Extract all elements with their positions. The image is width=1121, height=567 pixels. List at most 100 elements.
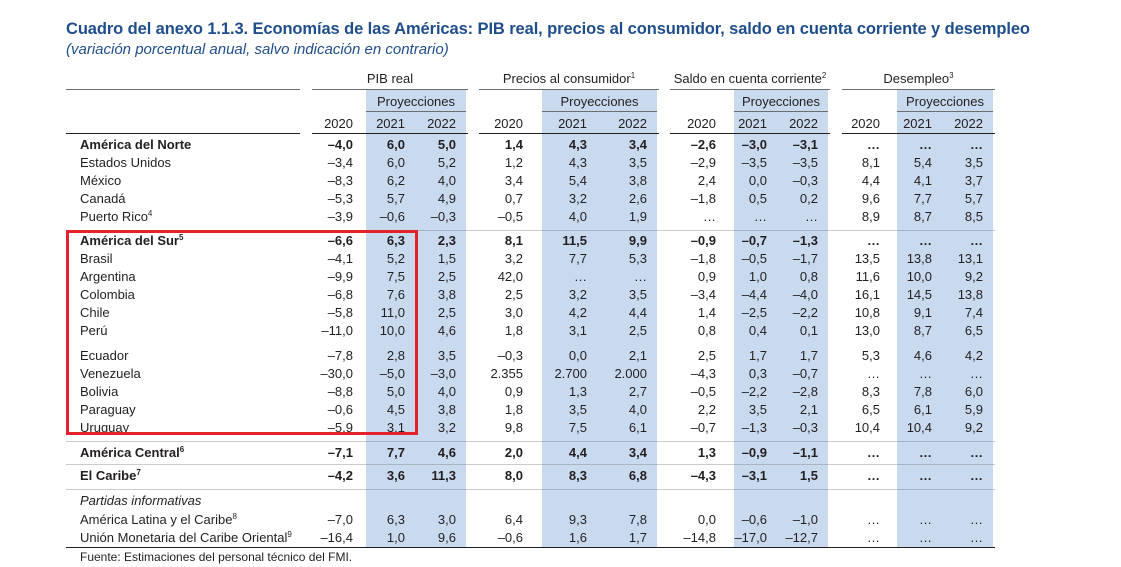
table-cell: …: [805, 209, 818, 224]
table-cell: 2,3: [437, 233, 456, 248]
table-cell: 11,0: [380, 305, 405, 320]
table-cell: –0,6: [379, 209, 405, 224]
table-cell: 3,4: [504, 173, 523, 188]
table-cell: 2,5: [437, 305, 456, 320]
table-cell: 3,5: [964, 155, 983, 170]
table-title: Cuadro del anexo 1.1.3. Economías de las…: [66, 20, 1030, 38]
table-cell: 1,3: [568, 384, 587, 399]
group-rule: [670, 89, 830, 90]
table-cell: –0,9: [741, 445, 767, 460]
table-cell: –2,6: [690, 137, 716, 152]
table-cell: 11,5: [562, 233, 587, 248]
table-cell: –4,2: [327, 468, 353, 483]
proyecciones-rule: [542, 111, 657, 112]
table-cell: –9,9: [327, 269, 353, 284]
table-cell: 1,6: [568, 530, 587, 545]
table-cell: 8,7: [913, 209, 932, 224]
table-cell: 1,3: [697, 445, 716, 460]
year-header: 2020: [851, 116, 880, 131]
table-cell: 0,8: [697, 323, 716, 338]
table-cell: …: [919, 366, 932, 381]
table-cell: 6,0: [964, 384, 983, 399]
year-header: 2022: [427, 116, 456, 131]
table-cell: 2,5: [504, 287, 523, 302]
proyecciones-rule: [734, 111, 828, 112]
table-cell: 0,4: [748, 323, 767, 338]
table-cell: 2,0: [504, 445, 523, 460]
year-header: 2021: [738, 116, 767, 131]
table-cell: 6,5: [964, 323, 983, 338]
group-rule: [479, 89, 659, 90]
table-cell: 42,0: [497, 269, 523, 284]
table-cell: 3,5: [437, 348, 456, 363]
table-cell: 0,8: [799, 269, 818, 284]
table-cell: 3,8: [437, 287, 456, 302]
table-cell: 0,0: [568, 348, 587, 363]
table-cell: –3,4: [690, 287, 716, 302]
table-cell: 10,8: [854, 305, 880, 320]
year-header: 2022: [954, 116, 983, 131]
proyecciones-label: Proyecciones: [560, 94, 639, 109]
table-cell: 7,8: [913, 384, 932, 399]
table-cell: 3,5: [628, 155, 647, 170]
table-cell: …: [919, 445, 932, 460]
table-cell: –12,7: [785, 530, 818, 545]
projection-band: [897, 90, 993, 548]
table-cell: 3,5: [568, 402, 587, 417]
table-bottom-rule: [66, 547, 995, 548]
table-cell: 6,8: [628, 468, 647, 483]
table-cell: 9,6: [437, 530, 456, 545]
table-cell: 4,2: [964, 348, 983, 363]
table-cell: 5,2: [437, 155, 456, 170]
table-cell: …: [754, 209, 767, 224]
table-cell: –0,7: [690, 420, 716, 435]
row-label: Perú: [80, 323, 108, 338]
table-cell: –1,7: [792, 251, 818, 266]
table-cell: 4,5: [386, 402, 405, 417]
table-cell: –16,4: [320, 530, 353, 545]
table-cell: –5,3: [327, 191, 353, 206]
table-cell: 0,5: [748, 191, 767, 206]
table-cell: –2,2: [792, 305, 818, 320]
table-cell: 0,3: [748, 366, 767, 381]
year-header: 2020: [494, 116, 523, 131]
table-cell: –3,1: [792, 137, 818, 152]
table-cell: –8,8: [327, 384, 353, 399]
proyecciones-rule: [897, 111, 993, 112]
table-cell: 4,4: [568, 445, 587, 460]
table-cell: …: [703, 209, 716, 224]
table-cell: 3,0: [437, 512, 456, 527]
table-cell: …: [574, 269, 587, 284]
table-cell: –4,3: [690, 468, 716, 483]
table-cell: 2,7: [628, 384, 647, 399]
table-cell: 5,3: [628, 251, 647, 266]
table-cell: 13,8: [906, 251, 932, 266]
table-cell: …: [867, 445, 880, 460]
table-cell: 5,9: [964, 402, 983, 417]
table-cell: …: [919, 530, 932, 545]
table-cell: 4,0: [437, 384, 456, 399]
table-cell: 2.700: [554, 366, 587, 381]
table-cell: 6,3: [386, 233, 405, 248]
row-label: Brasil: [80, 251, 113, 266]
table-cell: 6,0: [386, 155, 405, 170]
table-cell: –0,3: [497, 348, 523, 363]
table-cell: 3,2: [568, 287, 587, 302]
proyecciones-label: Proyecciones: [741, 94, 821, 109]
table-cell: 8,3: [568, 468, 587, 483]
table-cell: …: [867, 512, 880, 527]
table-cell: 4,1: [913, 173, 932, 188]
table-cell: –1,8: [690, 191, 716, 206]
table-cell: 3,1: [568, 323, 587, 338]
table-subtitle: (variación porcentual anual, salvo indic…: [66, 41, 449, 58]
table-cell: 4,4: [861, 173, 880, 188]
table-cell: 2,5: [697, 348, 716, 363]
table-cell: –3,1: [741, 468, 767, 483]
table-cell: 2,1: [628, 348, 647, 363]
table-cell: …: [919, 512, 932, 527]
table-cell: 5,3: [861, 348, 880, 363]
table-cell: –5,8: [327, 305, 353, 320]
table-cell: –17,0: [734, 530, 767, 545]
table-cell: –14,8: [683, 530, 716, 545]
year-header: 2021: [376, 116, 405, 131]
